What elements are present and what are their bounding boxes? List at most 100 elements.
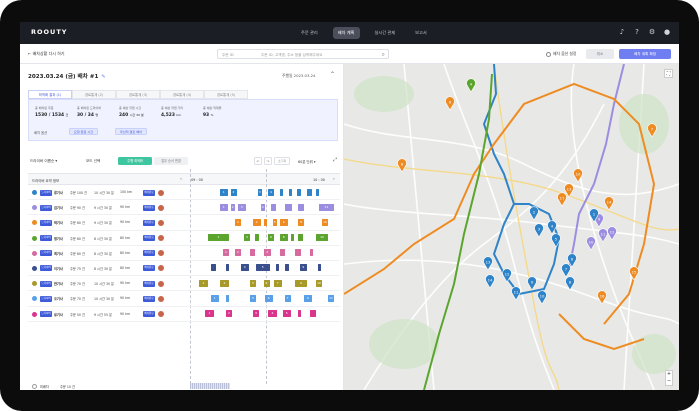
map-pin[interactable]: 13: [483, 256, 493, 271]
redo-icon[interactable]: ↷: [264, 157, 272, 165]
task-block[interactable]: 11: [328, 294, 334, 302]
map-pin[interactable]: 4: [466, 78, 476, 93]
task-block[interactable]: [296, 188, 301, 196]
nav-item-2[interactable]: 실시간 관제: [374, 30, 396, 35]
task-block[interactable]: [271, 203, 276, 211]
back-link[interactable]: ← 배차상황 다시 하기: [28, 51, 65, 56]
task-block[interactable]: [290, 234, 294, 242]
task-block[interactable]: [310, 310, 316, 317]
driver-row[interactable]: 드라이버 유기사 주문 50 건 9 시간 55 분 90 km 배차완료 1 2 3 4 5: [28, 307, 340, 322]
search-input[interactable]: 주문 ID, 고객명, 주소 등을 입력해주세요: [261, 52, 323, 57]
task-block[interactable]: [280, 249, 285, 257]
task-block[interactable]: 5: [283, 310, 291, 317]
help-icon[interactable]: ?: [635, 28, 639, 36]
task-block[interactable]: 1: [220, 188, 228, 196]
map-pin[interactable]: 14: [485, 274, 495, 289]
map-pin[interactable]: 14: [604, 196, 614, 211]
task-block[interactable]: 7: [274, 279, 282, 287]
task-block[interactable]: 3: [253, 310, 259, 317]
task-block[interactable]: [317, 264, 321, 272]
task-block[interactable]: [226, 294, 229, 302]
map-pin[interactable]: 8: [565, 276, 575, 291]
map-pin[interactable]: 5: [551, 233, 561, 248]
route-line[interactable]: [344, 82, 656, 325]
map-pin[interactable]: 11: [511, 286, 521, 301]
task-block[interactable]: 8: [280, 234, 288, 242]
map-pin[interactable]: 1: [589, 208, 599, 223]
task-block[interactable]: 2: [220, 279, 229, 287]
map-pin[interactable]: 12: [502, 268, 512, 283]
task-block[interactable]: 1: [223, 249, 229, 257]
route-line[interactable]: [423, 73, 493, 390]
task-block[interactable]: 11: [319, 203, 334, 211]
map-pin[interactable]: 8: [397, 158, 407, 173]
task-block[interactable]: 2: [253, 218, 261, 226]
tab-4[interactable]: 경로통계 (5): [204, 90, 248, 99]
driver-color-dot[interactable]: [32, 205, 37, 211]
search-type-select[interactable]: 주문 ID: [222, 52, 234, 57]
task-block[interactable]: [298, 234, 303, 242]
tab-0[interactable]: 최적화 결과 (1): [28, 90, 72, 99]
route-map[interactable]: 4 6 7 8 10 13 14 9 10 11 12 1 2 3 4 5 6 7 8 9 10 11 12 13 14 17 15…: [344, 64, 679, 390]
task-block[interactable]: 4: [241, 264, 249, 272]
tab-2[interactable]: 경로통계 (3): [116, 90, 160, 99]
driver-color-dot[interactable]: [32, 311, 37, 317]
task-block[interactable]: 4: [268, 188, 274, 196]
map-pin[interactable]: 3: [534, 223, 544, 238]
route-line[interactable]: [558, 313, 645, 351]
map-pin[interactable]: 10: [573, 168, 583, 183]
task-block[interactable]: 7: [284, 294, 291, 302]
task-block[interactable]: [284, 264, 289, 272]
task-block[interactable]: 1: [205, 310, 214, 317]
task-block[interactable]: 6: [268, 234, 274, 242]
mode-reorder-button[interactable]: 업무 순서 변경: [154, 157, 188, 165]
map-pin[interactable]: 10: [586, 236, 596, 251]
driver-color-dot[interactable]: [32, 190, 37, 195]
task-block[interactable]: 4: [268, 310, 277, 317]
map-pin[interactable]: 2: [529, 206, 539, 221]
zoom-control[interactable]: + −: [665, 370, 673, 386]
driver-sort-select[interactable]: 드라이버 이름순 ▾: [30, 159, 58, 163]
prev-time-icon[interactable]: ‹: [180, 177, 182, 182]
driver-color-dot[interactable]: [32, 250, 37, 256]
task-block[interactable]: 9: [299, 264, 307, 272]
search-box[interactable]: 주문 ID 주문 ID, 고객명, 주소 등을 입력해주세요 ⌕: [217, 49, 389, 59]
task-block[interactable]: 5: [256, 264, 270, 272]
map-pin[interactable]: 7: [647, 123, 657, 138]
task-block[interactable]: [254, 234, 259, 242]
task-block[interactable]: [280, 188, 283, 196]
zoom-in-icon[interactable]: +: [666, 371, 672, 377]
fullscreen-icon[interactable]: ⛶: [664, 69, 673, 78]
chip-priority-route[interactable]: 우선적 경로 배차: [115, 128, 147, 135]
map-pin[interactable]: 7: [561, 263, 571, 278]
bell-icon[interactable]: ♪: [619, 28, 625, 36]
tab-1[interactable]: 경로통계 (2): [72, 90, 116, 99]
map-pin[interactable]: 17: [557, 192, 567, 207]
task-block[interactable]: 1: [199, 279, 208, 287]
map-pin[interactable]: 13: [564, 183, 574, 198]
route-line[interactable]: [482, 64, 561, 296]
task-block[interactable]: [275, 264, 279, 272]
edit-pencil-icon[interactable]: ✎: [101, 74, 106, 80]
confirm-plan-button[interactable]: 배차 계획 확정: [619, 48, 671, 59]
task-block[interactable]: 5: [250, 279, 256, 287]
avatar-icon[interactable]: ●: [663, 28, 671, 36]
task-block[interactable]: 4: [260, 203, 265, 211]
map-pin[interactable]: 12: [607, 226, 617, 241]
task-block[interactable]: 8: [298, 218, 304, 226]
driver-color-dot[interactable]: [32, 220, 37, 226]
reset-button[interactable]: 초기화: [274, 157, 291, 165]
driver-color-dot[interactable]: [32, 296, 37, 302]
driver-row[interactable]: 드라이버 정기사 주문 80 건 8 시간 30 분 80 km 배차완료 1 3 6 8 10: [28, 231, 340, 246]
collapse-chevron-icon[interactable]: ⌃: [330, 71, 336, 78]
task-block[interactable]: [250, 249, 255, 257]
interval-select[interactable]: 60분 단위 ▾: [298, 160, 316, 164]
task-block[interactable]: [307, 188, 312, 196]
cancel-button[interactable]: 취소: [586, 48, 614, 59]
gear-icon[interactable]: ⚙: [648, 28, 656, 36]
task-block[interactable]: 10: [316, 279, 322, 287]
task-block[interactable]: 2: [235, 249, 241, 257]
task-block[interactable]: 10: [316, 234, 328, 242]
driver-row[interactable]: 드라이버 이기사 주문 75 건 8 시간 30 분 80 km 배차완료 4 5 9: [28, 261, 340, 277]
task-block[interactable]: [316, 188, 319, 196]
